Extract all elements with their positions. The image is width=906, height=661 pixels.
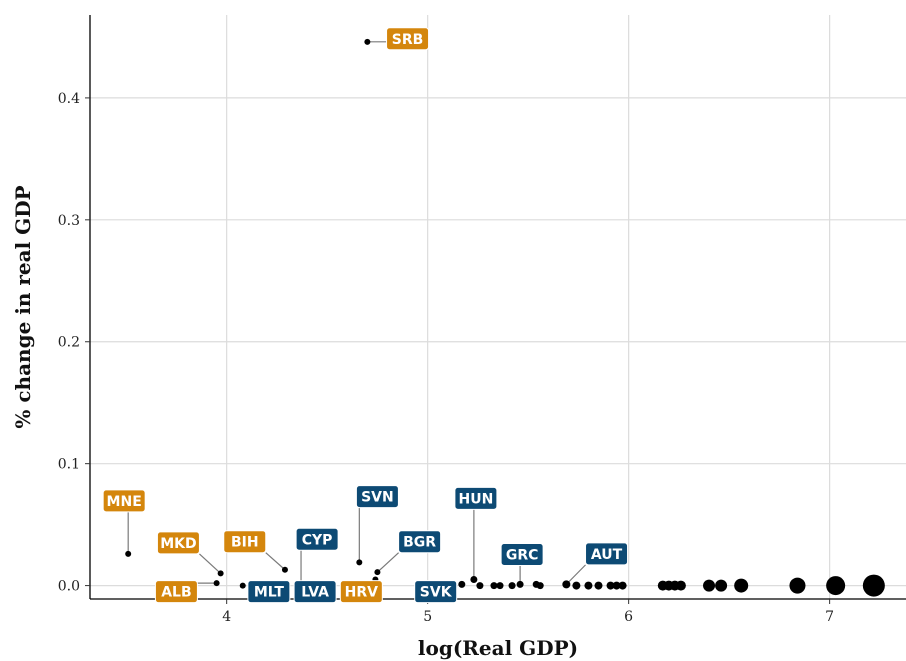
country-label: AUT: [585, 542, 629, 566]
data-point: [675, 580, 686, 591]
country-label-text: MKD: [160, 536, 196, 552]
country-label-box: [247, 580, 291, 604]
country-label-text: BGR: [403, 535, 436, 551]
label-leader-line: [265, 552, 286, 571]
x-tick-label: 5: [423, 609, 432, 625]
country-label-box: [454, 486, 498, 510]
country-label-box: [223, 530, 267, 554]
country-label-text: ALB: [161, 585, 191, 601]
data-point: [458, 580, 466, 588]
y-tick-label: 0.2: [58, 335, 80, 351]
x-tick-label: 6: [624, 609, 633, 625]
country-label-text: AUT: [591, 547, 623, 563]
data-point: [496, 582, 504, 590]
country-label: HRV: [339, 580, 383, 604]
country-label-box: [154, 580, 198, 604]
axes: [89, 15, 906, 600]
country-label-text: HUN: [458, 491, 493, 507]
x-tick-label: 7: [825, 609, 834, 625]
country-label-box: [156, 531, 200, 555]
x-axis-title: log(Real GDP): [418, 636, 578, 660]
data-point: [125, 550, 132, 557]
data-point: [374, 569, 381, 576]
grid-layer: [90, 15, 906, 599]
data-point: [703, 579, 716, 592]
country-label: MNE: [102, 489, 146, 513]
country-label-text: HRV: [345, 585, 378, 601]
label-leader-line: [199, 553, 222, 574]
country-label-text: SVN: [361, 490, 394, 506]
country-label: MLT: [247, 580, 291, 604]
data-point: [606, 581, 615, 590]
country-label-text: SRB: [392, 32, 424, 48]
country-labels: SRB MNE MKD BIH ALB HRV CYP MLT LVA SVN BGR SVK HUN G…: [102, 27, 629, 604]
country-label-box: [355, 485, 399, 509]
country-label: CYP: [295, 527, 339, 551]
data-point: [239, 582, 246, 589]
country-label-text: GRC: [506, 547, 539, 563]
country-label-box: [386, 27, 430, 51]
data-point: [490, 582, 498, 590]
data-point: [612, 581, 621, 590]
country-label-text: CYP: [302, 532, 333, 548]
country-label-box: [414, 580, 458, 604]
country-label: HUN: [454, 486, 498, 510]
data-point: [584, 581, 593, 590]
label-leader-line: [565, 564, 586, 585]
country-label-text: MLT: [254, 585, 285, 601]
y-axis-title: % change in real GDP: [11, 185, 35, 428]
country-label-text: BIH: [231, 535, 259, 551]
x-tick-label: 4: [222, 609, 231, 625]
data-point: [715, 579, 728, 592]
country-label-text: SVK: [420, 585, 453, 601]
country-label-box: [398, 530, 442, 554]
data-point: [364, 38, 371, 45]
data-point: [516, 580, 524, 588]
country-label-box: [500, 542, 544, 566]
country-label-box: [102, 489, 146, 513]
data-point: [508, 582, 516, 590]
country-label: BGR: [398, 530, 442, 554]
country-label: ALB: [154, 580, 198, 604]
country-label: SVN: [355, 485, 399, 509]
y-tick-label: 0.3: [58, 213, 80, 229]
data-point: [594, 581, 603, 590]
data-point: [789, 577, 806, 594]
data-points: [125, 38, 885, 597]
country-label: GRC: [500, 542, 544, 566]
country-label-box: [585, 542, 629, 566]
country-label: SRB: [386, 27, 430, 51]
data-point: [618, 581, 627, 590]
data-point: [356, 559, 363, 566]
country-label: MKD: [156, 531, 200, 555]
country-label: SVK: [414, 580, 458, 604]
y-tick-label: 0.4: [58, 91, 80, 107]
country-label-text: MNE: [107, 494, 142, 510]
data-point: [562, 580, 571, 589]
y-tick-label: 0.0: [58, 579, 80, 595]
data-point: [826, 576, 846, 596]
data-point: [572, 581, 581, 590]
country-label-text: LVA: [301, 585, 329, 601]
data-point: [470, 575, 478, 583]
label-leader-line: [377, 552, 400, 573]
data-point: [734, 578, 749, 593]
y-tick-label: 0.1: [58, 457, 80, 473]
data-point: [536, 582, 544, 590]
country-label-box: [293, 580, 337, 604]
data-point: [213, 580, 220, 587]
country-label: BIH: [223, 530, 267, 554]
data-point: [476, 582, 484, 590]
country-label-box: [339, 580, 383, 604]
data-point: [862, 574, 885, 597]
country-label: LVA: [293, 580, 337, 604]
country-label-box: [295, 527, 339, 551]
data-point: [281, 566, 288, 573]
data-point: [217, 570, 224, 577]
